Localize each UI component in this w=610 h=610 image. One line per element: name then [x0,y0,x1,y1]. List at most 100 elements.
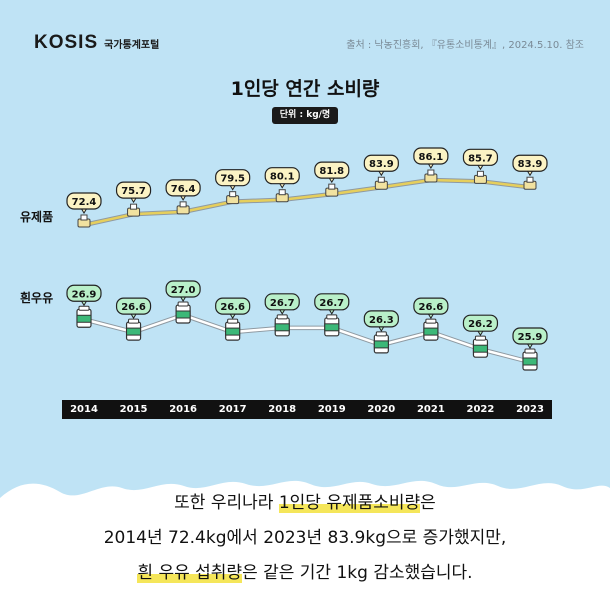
white-milk-value-label: 25.9 [518,332,543,343]
milk-carton-band [76,314,92,323]
caption-line-1-pre: 또한 우리나라 [174,493,279,513]
dairy-point-cap [130,203,138,210]
milk-carton-cap [425,318,437,324]
milk-carton-cap [128,318,140,324]
white-milk-value-label: 26.6 [419,302,444,313]
dairy-value-bubble [264,167,300,185]
milk-carton-cap [227,318,239,324]
white-milk-value-bubble [462,314,499,332]
white-milk-value-label: 27.0 [171,285,196,296]
x-tick-label: 2020 [367,404,396,415]
dairy-value-label: 80.1 [270,172,295,183]
milk-carton-band [522,357,538,366]
white-milk-value-label: 26.6 [121,302,146,313]
white-milk-value-label: 26.6 [220,302,245,313]
white-milk-value-bubble [264,293,300,311]
white-milk-value-bubble [215,297,251,315]
dairy-value-bubble [462,148,499,166]
white-milk-value-bubble [314,293,350,311]
unit-badge: 단위 : kg/명 [272,107,338,124]
dairy-value-label: 79.5 [220,174,245,185]
x-tick-label: 2015 [119,404,148,415]
series-label-dairy: 유제품 [20,210,54,224]
x-axis-bar: 2014 2015 2016 2017 2018 2019 2020 2021 2022 2023 [62,400,552,419]
kosis-logo: KOSIS 국가통계포털 [34,32,159,54]
dairy-value-label: 83.9 [518,159,543,170]
white-milk-value-bubble [363,310,399,328]
line-chart: 72.4 75.7 76.4 79.5 80.1 81.8 83.9 86.1 85.7 83.9… [66,147,548,371]
milk-carton-band [175,310,191,319]
x-tick-label: 2022 [466,404,495,415]
white-milk-line [83,313,531,364]
milk-carton-cap [177,301,189,307]
x-tick-label: 2017 [218,404,247,415]
dairy-value-bubble [165,179,201,197]
caption-line-1: 또한 우리나라 1인당 유제품소비량은 [0,488,610,513]
dairy-point-cap [377,176,385,183]
dairy-value-bubble [512,154,548,172]
milk-carton-cap [326,314,338,320]
dairy-line [83,178,531,227]
dairy-value-bubble [66,192,102,210]
x-tick-label: 2014 [70,404,98,415]
milk-carton-band [274,323,290,332]
milk-carton-cap [78,305,90,311]
series-label-white-milk: 흰우유 [20,291,54,305]
x-tick-label: 2019 [317,404,346,415]
dairy-value-label: 83.9 [369,159,394,170]
dairy-point-cap [229,191,237,198]
logo-text: KOSIS [34,32,99,53]
dairy-point-cap [526,176,534,183]
white-milk-value-label: 26.7 [270,298,295,309]
dairy-value-label: 85.7 [468,153,493,164]
milk-carton-band [225,327,241,336]
dairy-value-label: 72.4 [72,197,97,208]
white-milk-value-bubble [512,327,548,345]
dairy-value-label: 75.7 [121,186,146,197]
logo-subtitle: 국가통계포털 [104,40,160,51]
milk-carton-cap [524,348,536,354]
dairy-point-cap [476,170,484,177]
milk-carton-cap [276,314,288,320]
dairy-point-cap [278,189,286,196]
white-milk-value-bubble [66,284,102,302]
milk-carton-band [373,340,389,349]
x-tick-label: 2016 [169,404,198,415]
dairy-value-label: 86.1 [419,152,444,163]
dairy-value-label: 76.4 [171,184,196,195]
x-tick-label: 2021 [416,404,445,415]
caption-line-2: 2014년 72.4kg에서 2023년 83.9kg으로 증가했지만, [103,528,507,548]
white-milk-value-label: 26.9 [72,289,97,300]
white-milk-value-label: 26.7 [319,298,344,309]
milk-carton-band [324,323,340,332]
dairy-value-label: 81.8 [319,166,344,177]
x-tick-label: 2018 [268,404,297,415]
white-milk-value-bubble [165,280,201,298]
dairy-point-cap [179,201,187,208]
chart-title: 1인당 연간 소비량 [230,78,380,100]
milk-carton-cap [474,335,486,341]
caption-line-1-highlight: 1인당 유제품소비량 [278,493,421,513]
milk-carton-cap [375,331,387,337]
dairy-value-bubble [413,147,449,165]
dairy-point-cap [427,169,435,176]
caption-line-1-post: 은 [420,493,436,513]
white-milk-value-label: 26.3 [369,315,394,326]
milk-carton-band [126,327,142,336]
caption-line-3-highlight: 흰 우유 섭취량 [137,563,243,583]
dairy-point-cap [80,214,88,221]
dairy-value-bubble [314,161,350,179]
milk-carton-band [423,327,439,336]
white-milk-value-label: 26.2 [468,319,493,330]
dairy-value-bubble [115,181,152,199]
caption-line-3: 흰 우유 섭취량은 같은 기간 1kg 감소했습니다. [0,558,610,583]
source-note: 출처 : 낙농진흥회, 『유통소비통계』, 2024.5.10. 참조 [346,40,584,51]
milk-carton-band [472,344,488,353]
dairy-point-cap [328,183,336,190]
white-milk-value-bubble [413,297,449,315]
caption-line-3-post: 은 같은 기간 1kg 감소했습니다. [242,563,473,583]
dairy-value-bubble [215,169,251,187]
dairy-line-shadow [83,177,531,228]
x-tick-label: 2023 [516,404,544,415]
dairy-value-bubble [363,154,399,172]
